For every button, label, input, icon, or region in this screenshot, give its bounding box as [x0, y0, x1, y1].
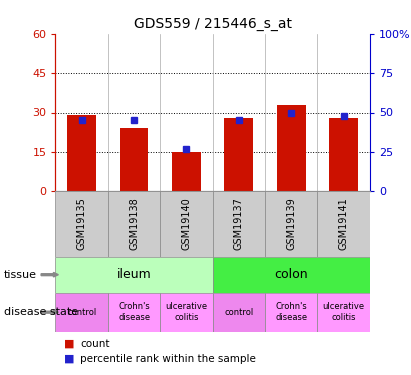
- Bar: [55, 191, 108, 257]
- Text: ■: ■: [64, 339, 74, 349]
- Bar: [172, 152, 201, 191]
- Bar: [277, 105, 306, 191]
- Text: GSM19140: GSM19140: [182, 198, 192, 250]
- Bar: [108, 191, 160, 257]
- Text: ■: ■: [64, 354, 74, 364]
- Text: ulcerative
colitis: ulcerative colitis: [323, 303, 365, 322]
- Bar: [55, 257, 213, 292]
- Text: control: control: [224, 308, 254, 316]
- Bar: [213, 191, 265, 257]
- Bar: [265, 191, 318, 257]
- Bar: [213, 292, 265, 332]
- Text: disease state: disease state: [4, 307, 78, 317]
- Text: GSM19139: GSM19139: [286, 198, 296, 250]
- Bar: [55, 292, 108, 332]
- Bar: [318, 191, 370, 257]
- Bar: [160, 191, 213, 257]
- Bar: [108, 292, 160, 332]
- Bar: [67, 115, 96, 191]
- Bar: [329, 118, 358, 191]
- Text: GSM19137: GSM19137: [234, 198, 244, 250]
- Bar: [213, 257, 370, 292]
- Text: GSM19135: GSM19135: [77, 198, 87, 250]
- Bar: [160, 292, 213, 332]
- Text: count: count: [80, 339, 110, 349]
- Bar: [265, 292, 318, 332]
- Bar: [120, 128, 148, 191]
- Bar: [224, 118, 253, 191]
- Text: tissue: tissue: [4, 270, 37, 280]
- Text: Crohn's
disease: Crohn's disease: [118, 303, 150, 322]
- Text: control: control: [67, 308, 96, 316]
- Text: percentile rank within the sample: percentile rank within the sample: [80, 354, 256, 364]
- Text: ileum: ileum: [117, 268, 152, 281]
- Text: Crohn's
disease: Crohn's disease: [275, 303, 307, 322]
- Text: colon: colon: [275, 268, 308, 281]
- Bar: [318, 292, 370, 332]
- Text: GSM19141: GSM19141: [339, 198, 349, 250]
- Title: GDS559 / 215446_s_at: GDS559 / 215446_s_at: [134, 17, 292, 32]
- Text: ulcerative
colitis: ulcerative colitis: [166, 303, 208, 322]
- Text: GSM19138: GSM19138: [129, 198, 139, 250]
